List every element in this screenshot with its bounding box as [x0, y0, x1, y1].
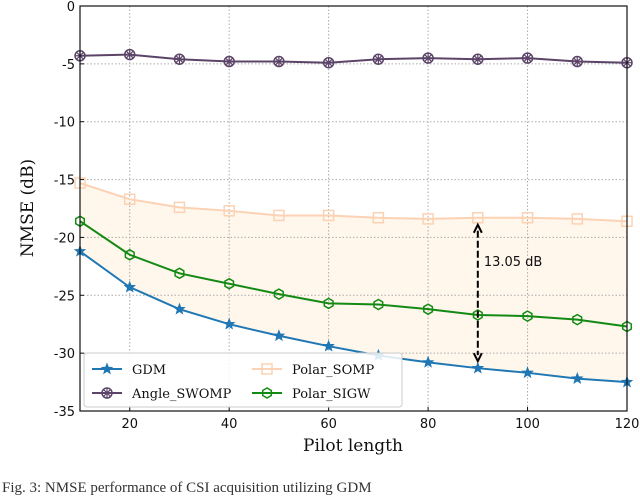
- circle-x-cross: [323, 57, 334, 68]
- y-tick-label: -35: [54, 405, 75, 420]
- plot-frame: [79, 5, 628, 412]
- star-marker: [173, 302, 186, 315]
- legend-item: Polar_SIGW: [252, 387, 371, 402]
- gap-annotation-label: 13.05 dB: [484, 255, 543, 270]
- x-tick-label: 80: [420, 417, 437, 432]
- circle-x-cross: [472, 54, 483, 65]
- hexagon-marker: [273, 288, 284, 300]
- y-tick-label: -5: [62, 58, 75, 73]
- series-angle-swomp: [74, 48, 633, 69]
- legend-label: Polar_SIGW: [292, 387, 371, 402]
- x-tick-label: 40: [221, 417, 238, 432]
- star-marker: [521, 366, 534, 379]
- x-tick-label: 120: [615, 417, 640, 432]
- shaded-gap-region: [80, 183, 627, 383]
- square-marker: [372, 212, 385, 224]
- circle-x-cross: [423, 53, 434, 64]
- y-tick-label: -20: [54, 231, 75, 246]
- star-marker: [123, 280, 137, 293]
- star-marker: [570, 371, 584, 384]
- star-marker: [322, 339, 335, 352]
- hexagon-marker: [124, 248, 135, 261]
- arrow-down-head: [472, 352, 483, 364]
- circle-x-cross: [102, 388, 112, 398]
- circle-x-cross: [273, 56, 284, 67]
- hexagon-marker: [572, 313, 583, 326]
- hexagon-marker: [423, 303, 434, 316]
- star-marker: [222, 317, 236, 330]
- star-marker: [471, 361, 485, 374]
- hexagon-marker: [472, 309, 483, 321]
- legend-item: Polar_SOMP: [252, 363, 375, 378]
- legend: GDM Angle_SWOMP Polar_SOMP Polar_SIGW: [83, 352, 403, 408]
- figure-caption: Fig. 3: NMSE performance of CSI acquisit…: [2, 480, 372, 496]
- y-tick-label: -30: [54, 347, 75, 362]
- circle-x-cross: [373, 54, 384, 65]
- circle-x-cross: [174, 54, 185, 65]
- circle-x-cross: [522, 53, 533, 64]
- x-tick-label: 20: [121, 417, 138, 432]
- square-marker: [261, 363, 273, 375]
- y-tick-label: -15: [54, 174, 75, 189]
- hexagon-marker: [522, 310, 533, 322]
- square-marker: [571, 213, 584, 225]
- star-marker: [272, 329, 286, 342]
- y-tick-label: -25: [54, 289, 75, 304]
- legend-label: Polar_SOMP: [292, 363, 375, 378]
- circle-x-cross: [572, 56, 583, 67]
- y-tick-label: -10: [54, 116, 75, 131]
- legend-item: Angle_SWOMP: [92, 387, 232, 402]
- star-marker: [100, 362, 114, 375]
- series-line: [79, 182, 628, 223]
- x-tick-label: 60: [320, 417, 337, 432]
- hexagon-marker: [373, 298, 384, 311]
- square-marker: [322, 209, 335, 222]
- hexagon-marker: [174, 267, 185, 280]
- y-tick-label: 0: [67, 0, 75, 15]
- square-marker: [173, 201, 186, 214]
- legend-box: [83, 352, 403, 408]
- circle-x-cross: [124, 49, 135, 60]
- square-marker: [422, 213, 434, 225]
- series-line: [79, 220, 628, 328]
- x-axis-label: Pilot length: [303, 436, 403, 456]
- legend-label: GDM: [132, 363, 166, 378]
- arrow-up-head: [472, 222, 483, 234]
- legend-label: Angle_SWOMP: [131, 387, 232, 402]
- hexagon-marker: [323, 297, 334, 310]
- series-line: [79, 250, 628, 384]
- series-line: [79, 53, 628, 64]
- legend-item: GDM: [92, 362, 166, 378]
- square-marker: [273, 209, 285, 222]
- star-marker: [421, 355, 435, 368]
- y-axis-label: NMSE (dB): [18, 159, 38, 257]
- x-tick-label: 100: [515, 417, 540, 432]
- square-marker: [123, 193, 136, 205]
- circle-x-cross: [224, 56, 235, 67]
- square-marker: [223, 205, 235, 217]
- hexagon-marker: [224, 277, 235, 290]
- square-marker: [521, 212, 534, 224]
- hexagon-marker: [261, 387, 273, 399]
